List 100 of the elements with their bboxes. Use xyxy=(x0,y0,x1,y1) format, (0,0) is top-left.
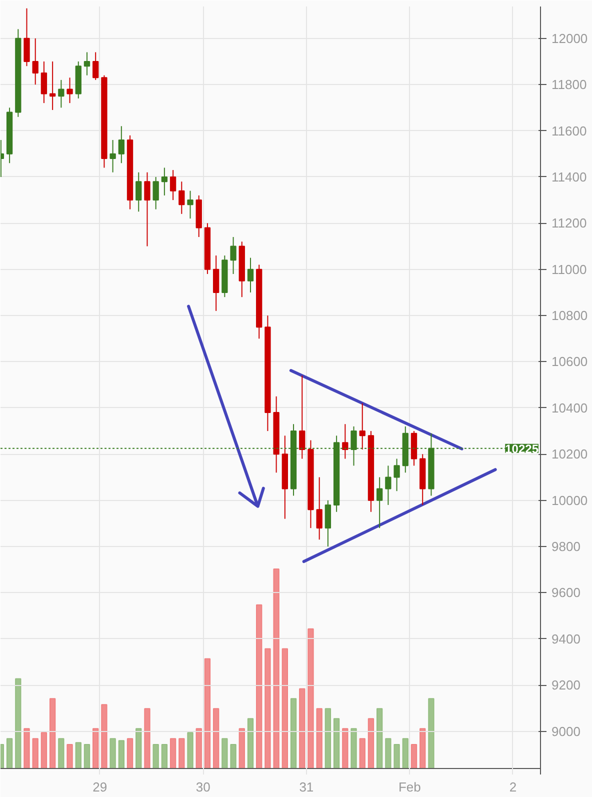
candlestick xyxy=(92,52,99,80)
bar xyxy=(402,738,408,768)
bar xyxy=(40,732,48,768)
y-tick-label: 10000 xyxy=(552,492,588,508)
bar xyxy=(204,658,211,768)
candlestick xyxy=(299,375,306,460)
bar xyxy=(222,738,228,768)
x-tick-label: 30 xyxy=(196,780,210,794)
candlestick xyxy=(385,465,392,506)
bar xyxy=(273,568,280,768)
candlestick xyxy=(110,140,116,173)
candlestick xyxy=(32,38,38,86)
bar xyxy=(428,698,434,768)
bar xyxy=(92,728,99,768)
bar xyxy=(75,742,82,768)
bar xyxy=(256,604,262,768)
bar xyxy=(187,732,194,768)
bar xyxy=(420,728,426,768)
candlestick xyxy=(152,176,159,210)
y-tick-label: 12000 xyxy=(552,30,588,46)
bar xyxy=(308,628,314,768)
candlestick xyxy=(170,170,176,201)
y-tick-label: 11000 xyxy=(552,262,587,277)
candlestick xyxy=(144,172,150,247)
candlestick xyxy=(247,257,254,293)
candlestick xyxy=(136,172,142,212)
ref-line-label: 10225 xyxy=(505,442,539,456)
y-tick-label: 10600 xyxy=(552,354,588,370)
bar xyxy=(333,718,340,768)
bar xyxy=(178,738,185,768)
bar xyxy=(410,744,418,768)
y-tick-label: 9600 xyxy=(552,585,580,600)
candlestick xyxy=(394,458,400,492)
y-tick-label: 10200 xyxy=(552,446,588,462)
bar xyxy=(32,738,38,768)
x-tick-label: 29 xyxy=(92,780,108,794)
bar xyxy=(212,708,220,768)
x-tick-label: 2 xyxy=(509,780,517,794)
bar xyxy=(350,728,357,768)
bar xyxy=(84,744,90,768)
y-tick-label: 9000 xyxy=(552,724,580,739)
bar xyxy=(144,708,150,768)
y-tick-label: 9800 xyxy=(552,539,580,554)
bar xyxy=(110,738,116,768)
bar xyxy=(24,728,30,768)
bar xyxy=(359,738,366,768)
bar xyxy=(170,738,176,768)
y-tick-label: 10800 xyxy=(552,308,588,324)
candlestick xyxy=(212,254,220,312)
x-tick-label: 31 xyxy=(299,780,314,794)
candlestick xyxy=(376,476,383,529)
y-tick-label: 11600 xyxy=(552,123,587,138)
bar xyxy=(368,718,374,768)
candlestick xyxy=(161,167,168,196)
bar xyxy=(49,698,56,768)
candlestick xyxy=(84,52,90,76)
bar xyxy=(126,738,134,768)
bar xyxy=(376,708,383,768)
y-tick-label: 11400 xyxy=(552,169,587,184)
y-tick-label: 9200 xyxy=(552,678,580,693)
candlestick xyxy=(58,79,64,108)
bar xyxy=(290,698,297,768)
bar xyxy=(385,738,392,768)
bar xyxy=(136,728,142,768)
bar xyxy=(282,648,288,768)
bar xyxy=(6,738,13,768)
bar xyxy=(316,708,322,768)
bar xyxy=(66,744,73,768)
bar xyxy=(394,744,400,768)
y-tick-label: 10400 xyxy=(552,400,588,416)
bar xyxy=(58,738,64,768)
bar xyxy=(15,678,22,768)
candlestick xyxy=(324,500,332,548)
x-tick-label: Feb xyxy=(398,780,421,794)
candlestick xyxy=(66,77,73,104)
candlestick xyxy=(40,60,48,104)
candlestick xyxy=(24,8,30,67)
bar xyxy=(118,740,124,768)
bar xyxy=(161,744,168,768)
candlestick xyxy=(230,236,236,274)
candlestick xyxy=(118,126,124,164)
bar xyxy=(196,728,202,768)
y-tick-label: 11800 xyxy=(552,77,587,92)
bar xyxy=(342,728,348,768)
candlestick xyxy=(359,402,366,450)
candlestick xyxy=(316,476,322,540)
bar xyxy=(101,704,108,768)
bar xyxy=(324,708,332,768)
candlestick xyxy=(342,424,348,460)
candlestick xyxy=(187,190,194,220)
bar xyxy=(230,744,236,768)
y-tick-label: 11200 xyxy=(552,216,587,231)
bar xyxy=(264,648,271,768)
bar xyxy=(152,744,159,768)
bar xyxy=(238,728,245,768)
bar xyxy=(299,688,306,768)
candlestick xyxy=(178,181,185,214)
bar xyxy=(247,718,254,768)
y-tick-label: 9400 xyxy=(552,631,580,646)
candlestick xyxy=(49,60,56,110)
